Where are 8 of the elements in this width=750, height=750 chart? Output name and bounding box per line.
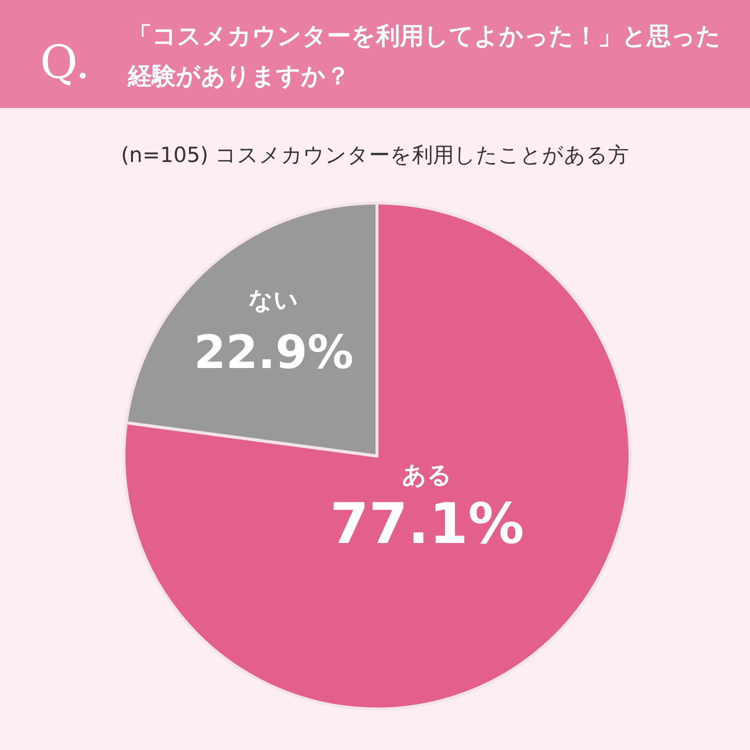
slice-label: ない [248,286,299,314]
chart-title: 「コスメカウンターを利用してよかった！」と思った経験がありますか？ [127,22,721,90]
text: Q. [40,35,90,89]
chart-subtitle: (n=105) コスメカウンターを利用したことがある方 [120,143,630,167]
pie-slice [122,202,632,710]
slice-label: ある [402,461,452,490]
data-label: 22.9% [194,325,354,380]
data-label: 77.1% [330,492,524,558]
